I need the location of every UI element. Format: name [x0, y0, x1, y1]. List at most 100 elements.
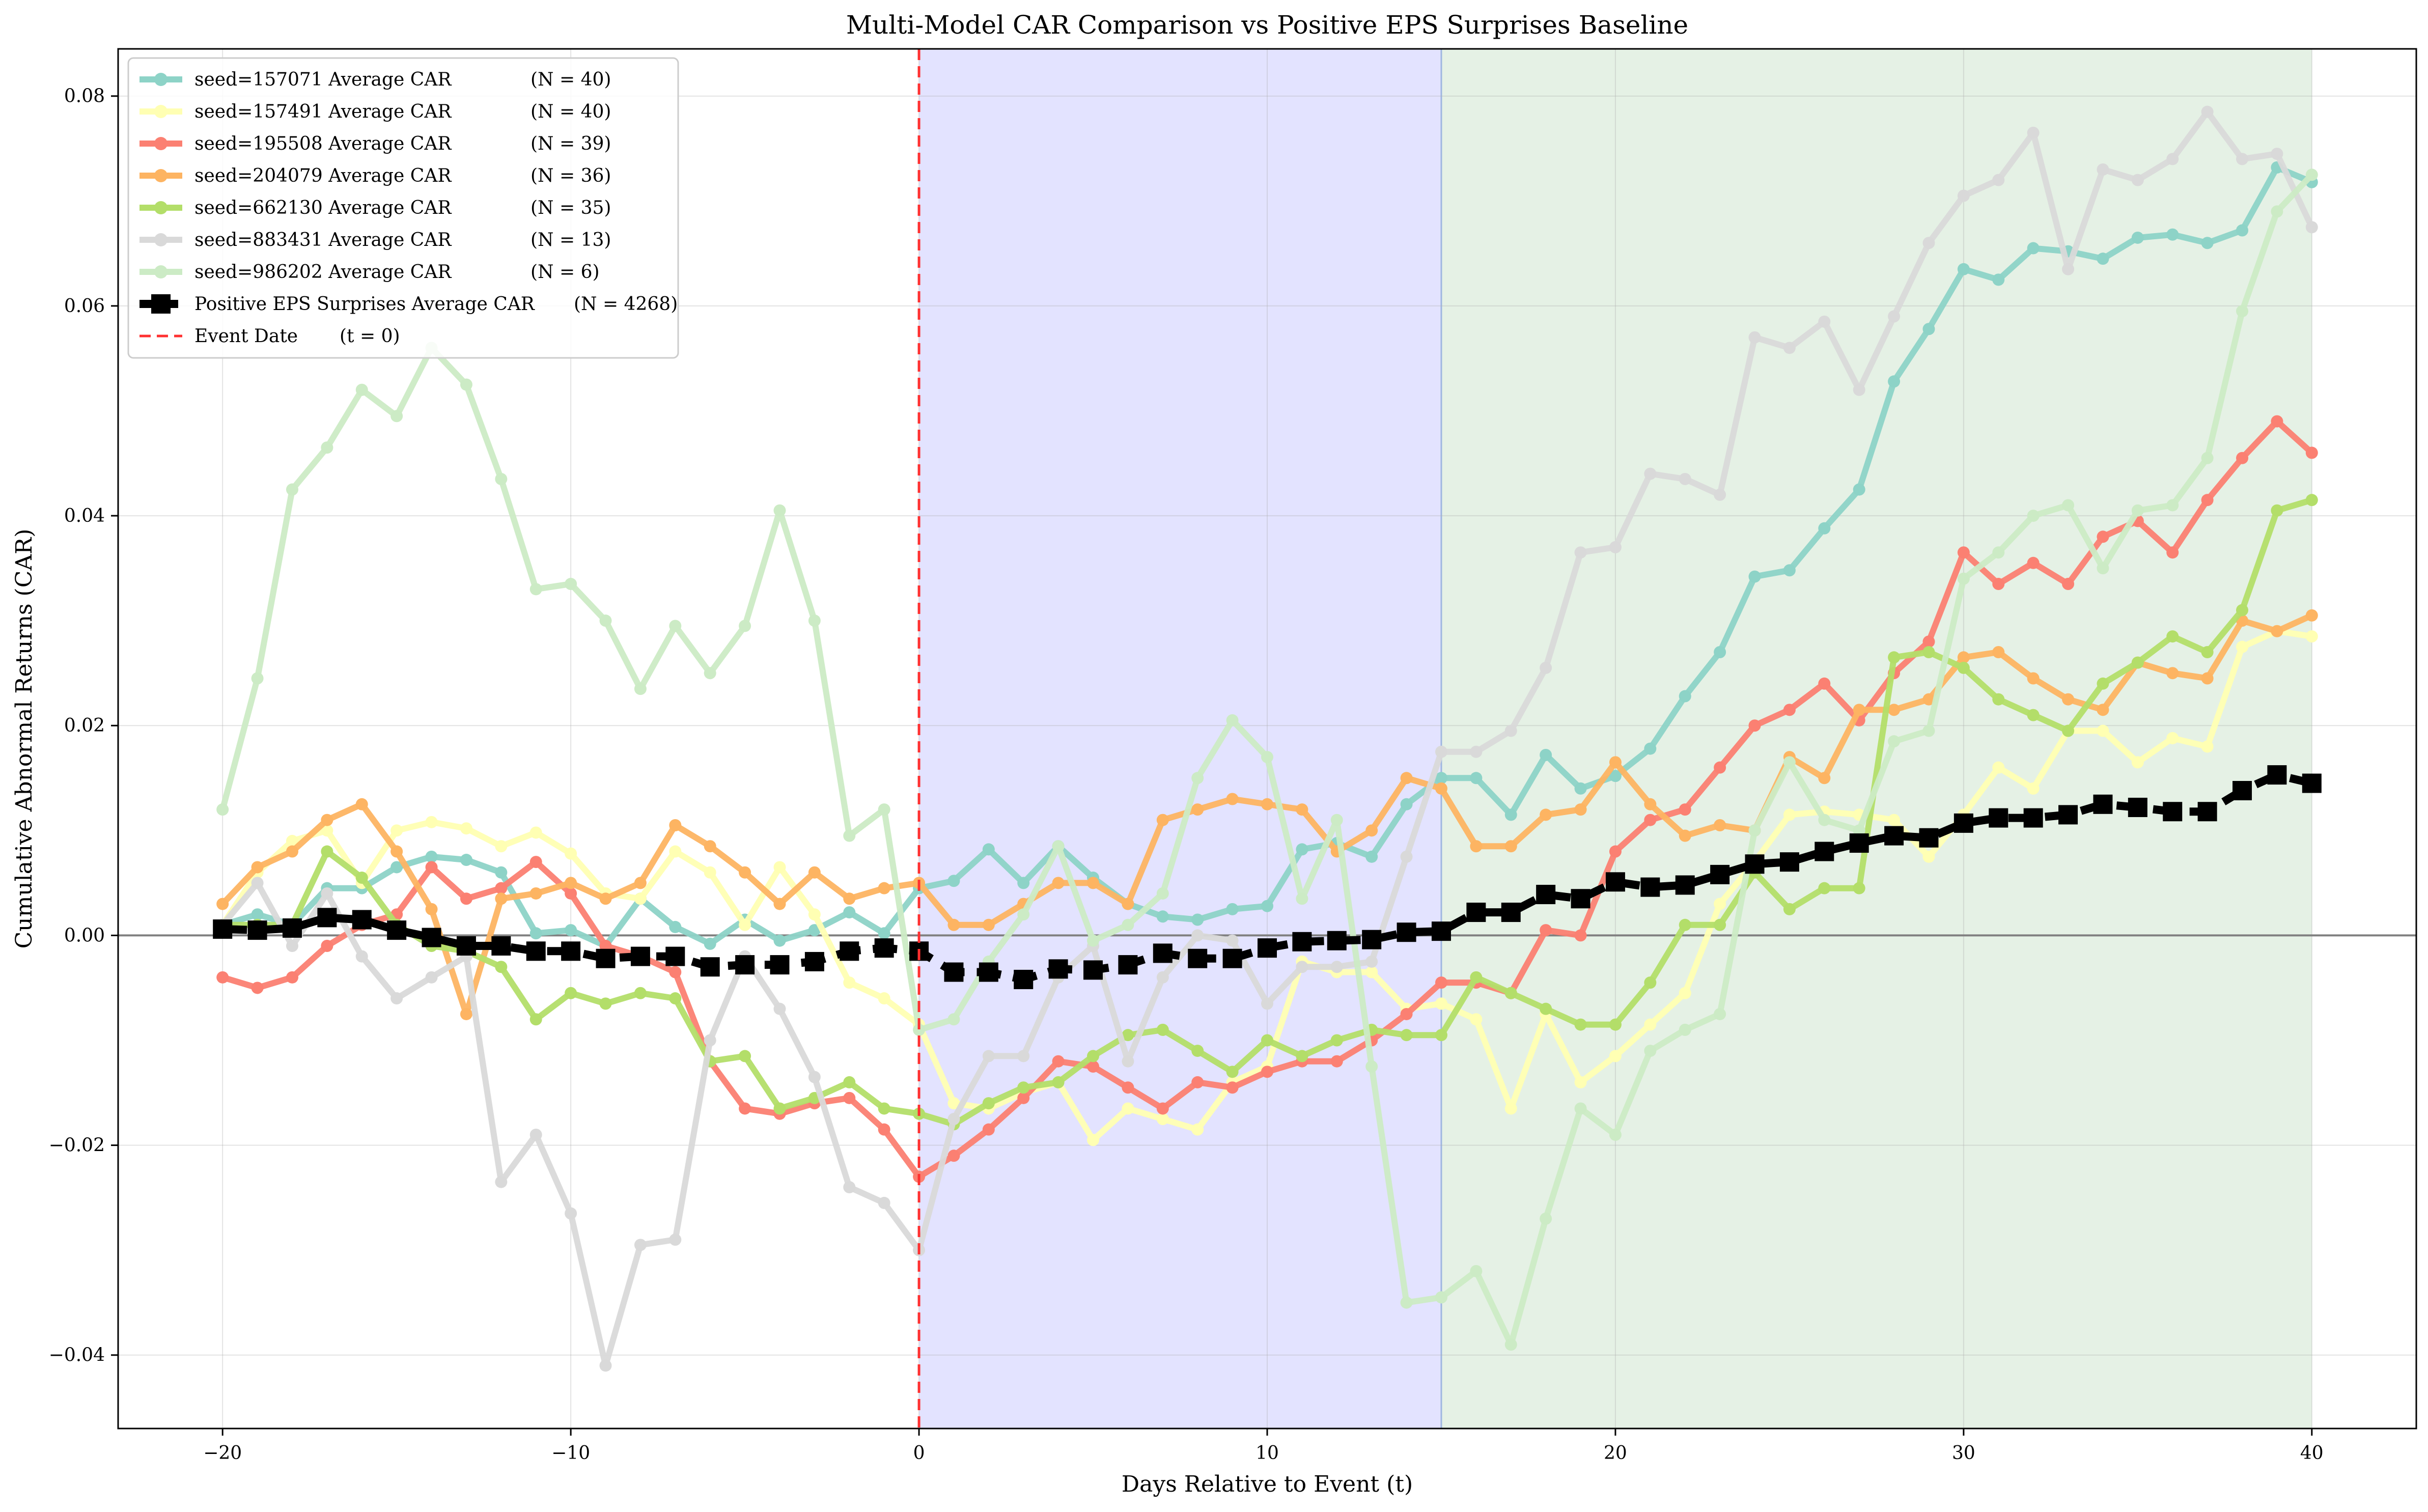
data-point	[321, 940, 333, 953]
data-point	[1435, 1029, 1447, 1042]
data-point	[1330, 1034, 1343, 1047]
baseline-marker	[561, 941, 581, 961]
data-point	[565, 847, 577, 860]
data-point	[1017, 877, 1030, 889]
data-point	[1679, 803, 1691, 816]
data-point	[529, 1013, 542, 1026]
legend-n-label: (N = 35)	[531, 198, 611, 218]
data-point	[1574, 803, 1587, 816]
data-point	[843, 1076, 856, 1088]
data-point	[529, 887, 542, 900]
baseline-marker	[700, 957, 720, 977]
data-point	[1470, 1013, 1483, 1026]
legend-item-event: Event Date (t = 0)	[139, 326, 400, 347]
data-point	[2062, 263, 2075, 275]
data-point	[1748, 719, 1761, 732]
data-point	[460, 892, 472, 905]
legend-label: seed=662130 Average CAR	[194, 198, 452, 218]
baseline-marker	[1258, 938, 1277, 958]
baseline-marker	[1292, 932, 1312, 951]
data-point	[460, 822, 472, 835]
legend-item-6: seed=986202 Average CAR (N = 6)	[139, 262, 600, 283]
data-point	[843, 906, 856, 919]
data-point	[2201, 740, 2214, 753]
data-point	[1992, 174, 2005, 186]
chart-title: Multi-Model CAR Comparison vs Positive E…	[846, 10, 1688, 40]
baseline-marker	[2058, 805, 2078, 825]
y-tick-label: 0.02	[64, 715, 105, 736]
data-point	[2131, 504, 2144, 517]
data-point	[2097, 724, 2109, 737]
legend-swatch-marker	[154, 201, 168, 214]
data-point	[1470, 772, 1483, 785]
data-point	[1156, 1113, 1169, 1126]
data-point	[2236, 305, 2249, 318]
legend-item-4: seed=662130 Average CAR (N = 35)	[139, 198, 611, 218]
legend-label: Positive EPS Surprises Average CAR	[194, 294, 535, 315]
data-point	[1191, 929, 1204, 942]
data-point	[1644, 1018, 1657, 1031]
data-point	[2271, 625, 2283, 637]
data-point	[495, 882, 508, 894]
data-point	[1888, 735, 1901, 748]
data-point	[390, 845, 403, 858]
data-point	[634, 877, 647, 889]
data-point	[1226, 934, 1239, 947]
data-point	[773, 861, 786, 874]
data-point	[773, 504, 786, 517]
data-point	[1261, 751, 1273, 764]
data-point	[1017, 1050, 1030, 1062]
data-point	[1748, 824, 1761, 837]
legend-swatch-marker	[154, 169, 168, 182]
data-point	[2166, 153, 2179, 165]
data-point	[773, 934, 786, 947]
data-point	[1783, 903, 1796, 915]
data-point	[1261, 997, 1273, 1010]
baseline-marker	[2302, 773, 2322, 793]
data-point	[1504, 840, 1517, 853]
data-point	[495, 892, 508, 905]
baseline-marker	[2128, 797, 2147, 817]
data-point	[1400, 1007, 1413, 1020]
legend-label: seed=157491 Average CAR	[194, 101, 452, 122]
data-point	[355, 383, 368, 396]
legend-item-baseline: Positive EPS Surprises Average CAR (N = 4…	[139, 294, 678, 315]
data-point	[1191, 1123, 1204, 1136]
data-point	[1714, 898, 1726, 910]
baseline-marker	[1849, 833, 1869, 853]
data-point	[251, 908, 264, 921]
tick-layer: −20 −10 0 10 20 30 40 −0.04 −0.02 0.00 0.02 0.04 0.0…	[49, 86, 2324, 1464]
data-point	[1574, 1102, 1587, 1115]
data-point	[1853, 704, 1865, 716]
data-point	[1644, 798, 1657, 810]
data-point	[878, 992, 890, 1005]
data-point	[460, 854, 472, 866]
data-point	[599, 1359, 612, 1372]
data-point	[2027, 242, 2040, 255]
data-point	[1818, 522, 1831, 535]
data-point	[321, 824, 333, 837]
data-point	[2271, 504, 2283, 517]
data-point	[1226, 903, 1239, 915]
data-point	[669, 845, 682, 858]
data-point	[2305, 169, 2318, 181]
data-point	[1470, 840, 1483, 853]
data-point	[808, 924, 821, 937]
data-point	[1644, 742, 1657, 755]
data-point	[1574, 1018, 1587, 1031]
data-point	[1156, 1102, 1169, 1115]
legend-n-label: (N = 36)	[531, 165, 611, 186]
data-point	[1853, 483, 1865, 496]
data-point	[1679, 829, 1691, 842]
legend-item-1: seed=157491 Average CAR (N = 40)	[139, 101, 611, 122]
data-point	[355, 798, 368, 810]
baseline-marker	[1884, 826, 1904, 846]
data-point	[843, 976, 856, 989]
data-point	[1296, 803, 1308, 816]
data-point	[2166, 630, 2179, 643]
data-point	[1679, 987, 1691, 999]
data-point	[1783, 704, 1796, 716]
data-point	[808, 614, 821, 627]
baseline-marker	[1571, 889, 1590, 909]
data-point	[1400, 798, 1413, 810]
